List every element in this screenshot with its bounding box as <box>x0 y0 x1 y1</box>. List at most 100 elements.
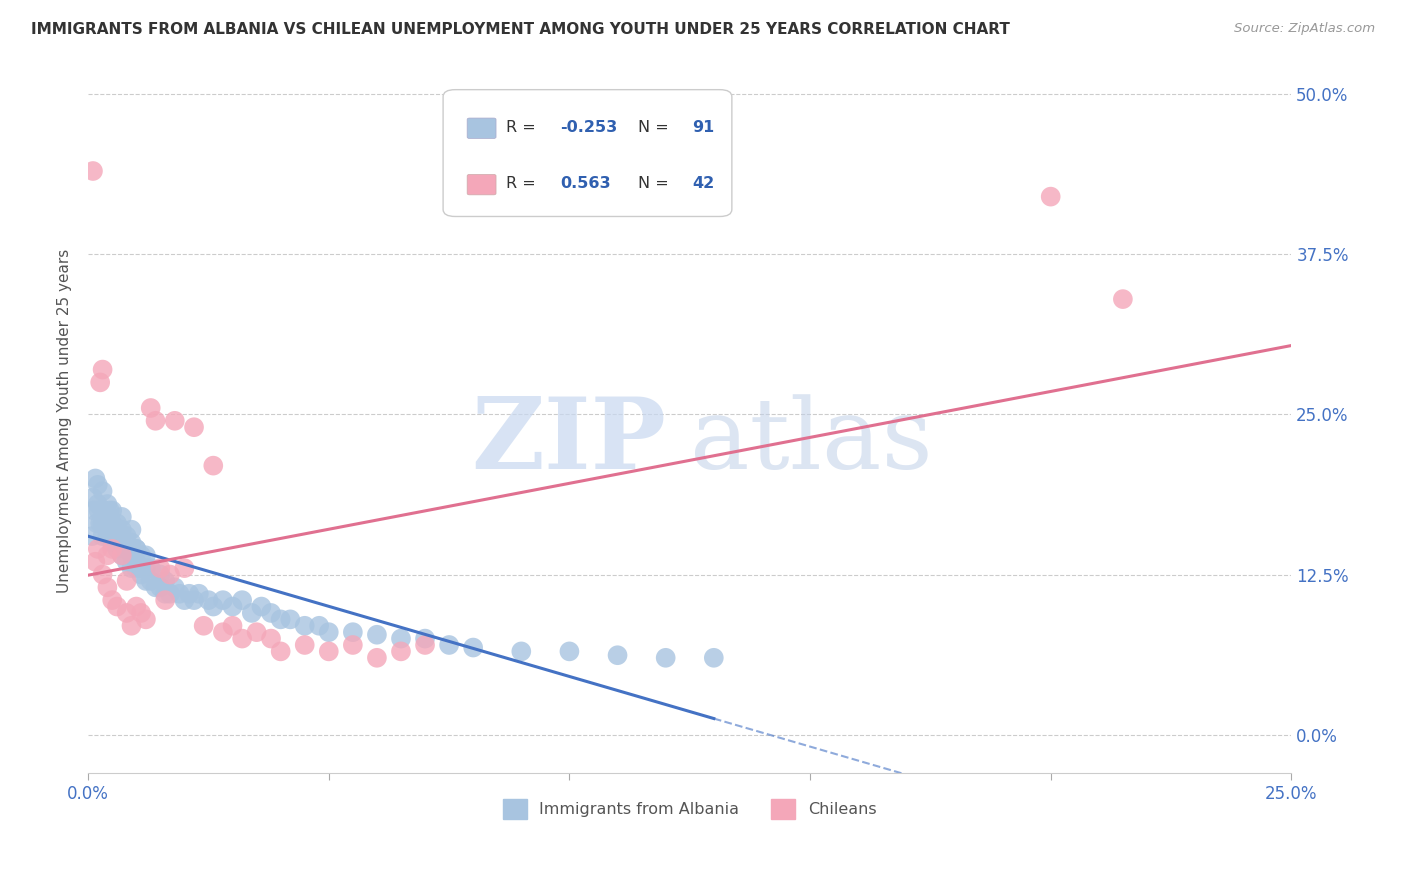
Point <box>173 561 195 575</box>
Point <box>121 535 143 549</box>
Text: N =: N = <box>638 177 673 191</box>
Text: atlas: atlas <box>690 394 932 490</box>
Point <box>96 523 118 537</box>
Point <box>111 509 134 524</box>
Point <box>121 619 143 633</box>
Point <box>437 638 460 652</box>
Point <box>87 503 110 517</box>
Point <box>163 414 186 428</box>
Point <box>389 644 412 658</box>
Point <box>366 628 388 642</box>
Point <box>366 650 388 665</box>
Point <box>197 593 219 607</box>
Point <box>183 420 205 434</box>
Point <box>115 541 138 556</box>
Point <box>91 529 114 543</box>
Point <box>87 497 110 511</box>
Point <box>149 580 172 594</box>
Point <box>278 612 301 626</box>
FancyBboxPatch shape <box>467 118 496 138</box>
Point <box>112 541 135 556</box>
Text: R =: R = <box>506 120 540 135</box>
Point <box>101 516 124 531</box>
Point <box>101 503 124 517</box>
Text: 0.563: 0.563 <box>560 177 610 191</box>
Point <box>240 606 263 620</box>
Point <box>318 644 340 658</box>
Point <box>1039 189 1062 203</box>
Text: N =: N = <box>638 120 673 135</box>
Point <box>463 640 485 655</box>
Point <box>294 619 316 633</box>
Point <box>169 587 191 601</box>
Point <box>105 541 128 556</box>
Point <box>413 632 436 646</box>
Point <box>97 516 120 531</box>
Point <box>83 503 105 517</box>
Point <box>101 593 124 607</box>
Point <box>212 625 235 640</box>
Point <box>121 549 143 563</box>
FancyBboxPatch shape <box>467 175 496 194</box>
Point <box>91 567 114 582</box>
Point <box>221 599 243 614</box>
Point <box>260 632 283 646</box>
Text: 91: 91 <box>692 120 714 135</box>
Point <box>115 555 138 569</box>
Point <box>129 567 152 582</box>
Point <box>80 529 103 543</box>
Point <box>510 644 533 658</box>
Point <box>183 593 205 607</box>
Point <box>115 529 138 543</box>
Point <box>260 606 283 620</box>
Point <box>389 632 412 646</box>
Point <box>111 523 134 537</box>
Point <box>91 362 114 376</box>
Point <box>250 599 273 614</box>
Point <box>96 580 118 594</box>
Point <box>135 549 157 563</box>
Point <box>153 574 176 588</box>
Point <box>101 541 124 556</box>
Point <box>125 561 148 575</box>
Text: ZIP: ZIP <box>471 393 665 491</box>
Point <box>135 561 157 575</box>
Point <box>91 503 114 517</box>
Point <box>115 574 138 588</box>
Point <box>82 164 104 178</box>
Point <box>121 523 143 537</box>
Point <box>96 549 118 563</box>
Point <box>101 535 124 549</box>
Point <box>108 535 131 549</box>
Point <box>139 561 162 575</box>
Point <box>98 503 121 517</box>
Point <box>231 593 253 607</box>
Point <box>179 587 201 601</box>
Point <box>91 516 114 531</box>
Point <box>703 650 725 665</box>
Point <box>173 593 195 607</box>
Point <box>270 644 292 658</box>
Point <box>202 599 225 614</box>
Point <box>606 648 628 663</box>
Point <box>153 587 176 601</box>
Point <box>96 509 118 524</box>
Point <box>86 516 108 531</box>
Point <box>153 593 176 607</box>
Point <box>93 503 115 517</box>
Point <box>202 458 225 473</box>
Text: IMMIGRANTS FROM ALBANIA VS CHILEAN UNEMPLOYMENT AMONG YOUTH UNDER 25 YEARS CORRE: IMMIGRANTS FROM ALBANIA VS CHILEAN UNEMP… <box>31 22 1010 37</box>
Point <box>82 491 104 505</box>
Point <box>187 587 209 601</box>
Point <box>231 632 253 646</box>
Point <box>558 644 581 658</box>
Point <box>105 516 128 531</box>
Point <box>94 516 117 531</box>
Point <box>89 516 111 531</box>
Point <box>294 638 316 652</box>
Point <box>135 574 157 588</box>
Point <box>105 599 128 614</box>
Point <box>84 471 107 485</box>
Point <box>87 541 110 556</box>
Point <box>89 376 111 390</box>
